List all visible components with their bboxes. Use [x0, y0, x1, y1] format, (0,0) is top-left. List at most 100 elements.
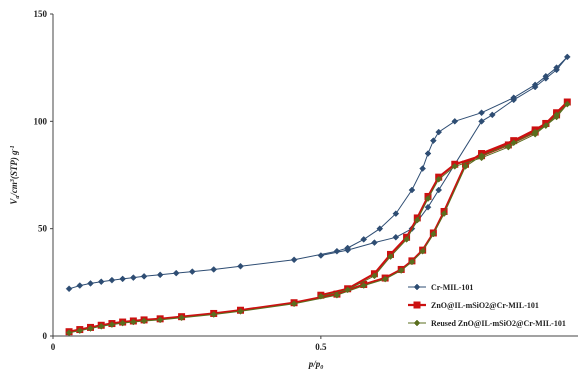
data-point [172, 269, 180, 277]
data-point [344, 286, 351, 294]
data-point [542, 122, 550, 129]
series-line-0 [68, 56, 568, 290]
legend-label: Cr-MIL-101 [431, 283, 473, 292]
data-point [478, 117, 485, 125]
data-point [462, 163, 469, 170]
x-tick-label: 0.5 [315, 342, 327, 352]
legend-entry-0: Cr-MIL-101 [408, 283, 473, 292]
data-point [563, 53, 571, 61]
axes [52, 14, 578, 337]
data-point [360, 236, 368, 243]
series-0 [65, 53, 571, 293]
data-point [333, 247, 341, 255]
data-point [376, 225, 384, 233]
data-point [478, 109, 485, 117]
data-point [371, 239, 378, 246]
series-2 [65, 100, 571, 337]
data-point [413, 216, 421, 224]
data-point [387, 253, 394, 260]
series-layer [65, 53, 571, 337]
data-point [188, 268, 196, 275]
data-point [371, 272, 378, 280]
data-point [430, 230, 437, 238]
data-point [290, 300, 298, 308]
data-point [392, 210, 400, 217]
data-point [510, 96, 518, 104]
data-point [478, 154, 485, 162]
data-point [87, 325, 94, 332]
data-point [119, 319, 126, 327]
data-point [130, 274, 137, 281]
data-point [360, 282, 368, 289]
data-point [451, 163, 459, 170]
data-point [108, 321, 116, 328]
legend-entry-1: ZnO@IL-mSiO2@Cr-MIL-101 [408, 301, 539, 310]
data-point [156, 271, 164, 279]
data-point [108, 276, 116, 284]
data-point [408, 186, 416, 194]
data-point [408, 258, 416, 266]
data-point [87, 280, 94, 287]
data-point [76, 282, 84, 289]
data-point [317, 292, 325, 300]
data-point [97, 322, 105, 330]
data-point [505, 143, 512, 151]
data-point [140, 272, 148, 280]
series-line-2 [68, 103, 568, 334]
data-point [65, 329, 73, 337]
data-point [333, 291, 341, 299]
data-point [403, 236, 410, 243]
data-point [435, 186, 443, 194]
legend-swatch-marker [413, 319, 421, 327]
data-point [419, 247, 426, 255]
data-point [435, 128, 443, 136]
data-point [381, 275, 389, 283]
legend-label: Reused ZnO@IL-mSiO2@Cr-MIL-101 [431, 319, 566, 328]
y-tick-label: 150 [34, 9, 48, 19]
data-point [419, 165, 426, 172]
legend-entry-2: Reused ZnO@IL-mSiO2@Cr-MIL-101 [408, 319, 566, 328]
data-point [156, 316, 164, 324]
y-tick-label: 100 [34, 116, 48, 126]
data-point [531, 83, 539, 91]
legend-swatch-marker [413, 283, 421, 291]
x-axis-label: p/p0 [308, 359, 324, 371]
y-tick-label: 50 [38, 224, 48, 234]
data-point [237, 307, 244, 315]
data-point [435, 175, 443, 183]
data-point [553, 111, 560, 119]
data-point [290, 256, 298, 264]
legend-label: ZnO@IL-mSiO2@Cr-MIL-101 [431, 301, 539, 310]
legend: Cr-MIL-101 ZnO@IL-mSiO2@Cr-MIL-101 Reused … [408, 283, 566, 328]
data-point [65, 285, 73, 293]
data-point [344, 246, 351, 254]
data-point [531, 130, 539, 138]
data-point [317, 252, 325, 259]
data-point [178, 314, 185, 322]
data-point [563, 100, 571, 108]
data-point [510, 139, 518, 147]
data-point [97, 278, 105, 286]
data-point [119, 275, 126, 283]
y-axis-label: Va/cm3(STP) g-1 [9, 145, 21, 204]
x-tick-label: 0 [51, 342, 56, 352]
data-point [424, 195, 432, 202]
data-point [424, 203, 432, 211]
data-point [397, 267, 405, 274]
data-point [76, 327, 84, 334]
data-point [210, 266, 218, 273]
x-ticks: 0 0.5 [51, 336, 327, 352]
y-ticks: 0 50 100 150 [34, 9, 53, 341]
data-point [451, 117, 459, 125]
data-point [392, 233, 400, 241]
data-point [424, 150, 432, 157]
data-point [130, 318, 137, 326]
data-point [210, 311, 218, 318]
data-point [440, 210, 448, 217]
data-point [542, 75, 550, 82]
y-tick-label: 0 [43, 331, 48, 341]
data-point [553, 66, 560, 74]
legend-swatch-marker [413, 301, 421, 309]
data-point [430, 137, 437, 145]
